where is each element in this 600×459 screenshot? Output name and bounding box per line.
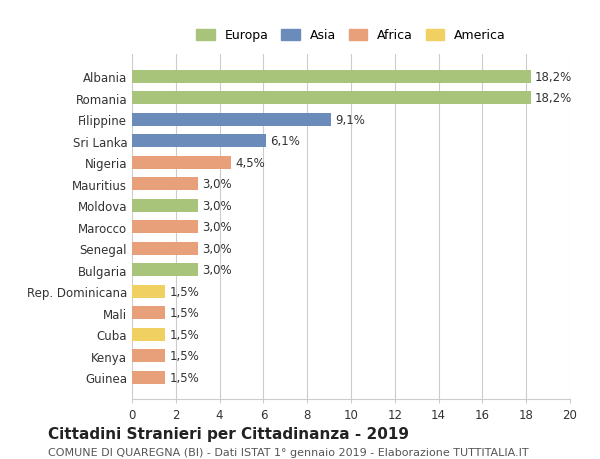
Text: 6,1%: 6,1% <box>270 135 300 148</box>
Text: 1,5%: 1,5% <box>169 371 199 384</box>
Bar <box>132 178 198 191</box>
Text: 1,5%: 1,5% <box>169 307 199 319</box>
Text: Cittadini Stranieri per Cittadinanza - 2019: Cittadini Stranieri per Cittadinanza - 2… <box>48 425 409 441</box>
Bar <box>132 349 165 362</box>
Text: 3,0%: 3,0% <box>202 242 232 255</box>
Bar <box>132 307 165 319</box>
Text: 1,5%: 1,5% <box>169 349 199 362</box>
Bar <box>132 113 331 127</box>
Bar <box>132 328 165 341</box>
Text: 18,2%: 18,2% <box>535 92 572 105</box>
Bar <box>132 242 198 255</box>
Text: 3,0%: 3,0% <box>202 263 232 277</box>
Bar <box>132 135 266 148</box>
Text: 3,0%: 3,0% <box>202 199 232 212</box>
Legend: Europa, Asia, Africa, America: Europa, Asia, Africa, America <box>193 27 509 45</box>
Bar <box>132 285 165 298</box>
Text: 1,5%: 1,5% <box>169 328 199 341</box>
Text: 9,1%: 9,1% <box>335 113 365 127</box>
Text: 3,0%: 3,0% <box>202 178 232 191</box>
Text: 3,0%: 3,0% <box>202 221 232 234</box>
Bar <box>132 199 198 212</box>
Text: 4,5%: 4,5% <box>235 157 265 169</box>
Text: COMUNE DI QUAREGNA (BI) - Dati ISTAT 1° gennaio 2019 - Elaborazione TUTTITALIA.I: COMUNE DI QUAREGNA (BI) - Dati ISTAT 1° … <box>48 447 529 457</box>
Bar <box>132 371 165 384</box>
Bar <box>132 92 530 105</box>
Bar <box>132 221 198 234</box>
Bar <box>132 71 530 84</box>
Text: 18,2%: 18,2% <box>535 71 572 84</box>
Bar <box>132 263 198 276</box>
Text: 1,5%: 1,5% <box>169 285 199 298</box>
Bar <box>132 157 230 169</box>
